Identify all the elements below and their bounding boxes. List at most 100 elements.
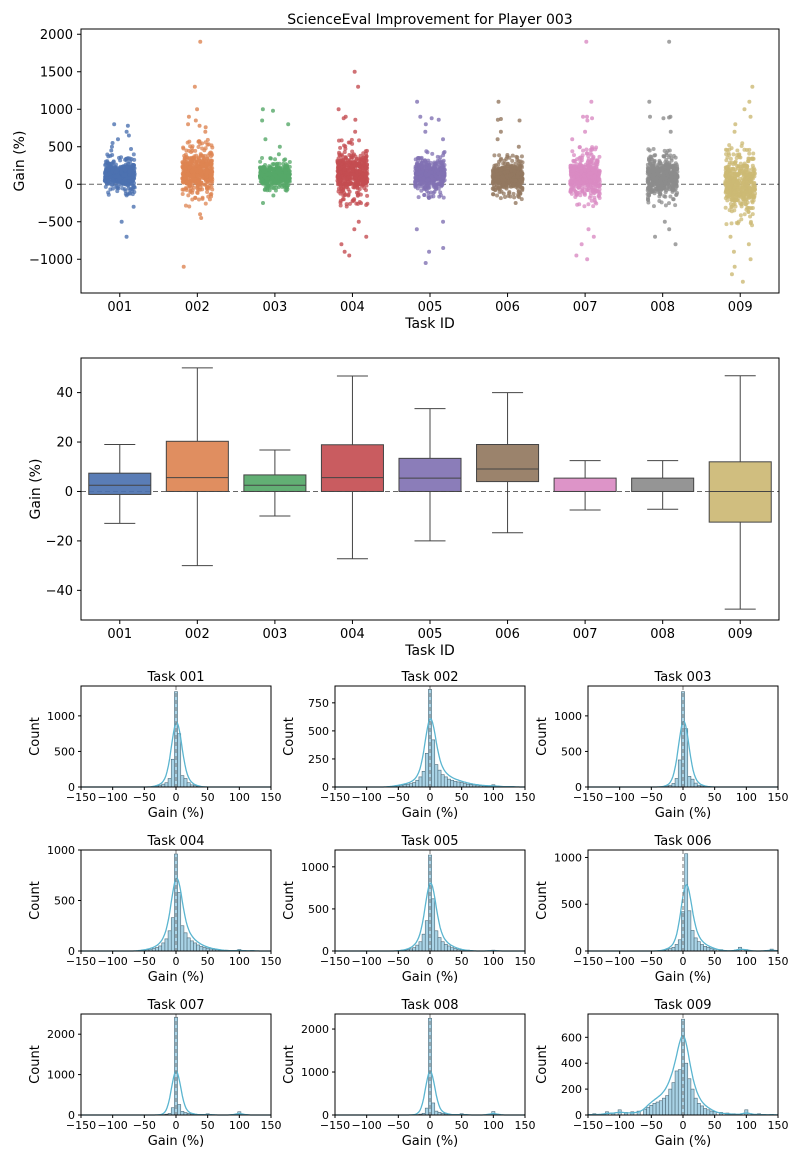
x-tick-label-007: 007	[573, 627, 598, 642]
strip-point	[362, 172, 367, 177]
strip-outlier-point	[414, 227, 419, 232]
strip-point	[734, 220, 739, 225]
strip-outlier-point	[192, 84, 197, 89]
histogram-bar	[186, 782, 191, 788]
strip-series-007	[568, 39, 602, 262]
strip-point	[593, 169, 598, 174]
strip-point	[726, 184, 731, 189]
strip-point	[517, 195, 522, 200]
strip-point	[338, 198, 343, 203]
x-tick-label-006: 006	[495, 627, 520, 642]
strip-outlier-point	[203, 129, 208, 134]
histogram-bar	[684, 853, 689, 952]
histogram-bar	[415, 779, 420, 788]
strip-point	[671, 167, 676, 172]
histogram-bar	[421, 933, 426, 952]
strip-outlier-point	[124, 129, 129, 134]
strip-point	[364, 154, 369, 159]
histogram-bar	[434, 764, 439, 788]
x-tick-label-004: 004	[340, 627, 365, 642]
strip-point	[742, 212, 747, 217]
strip-point	[747, 151, 752, 156]
strip-outlier-point	[125, 123, 130, 128]
strip-point	[423, 158, 428, 163]
strip-point	[205, 186, 210, 191]
strip-point	[413, 184, 418, 189]
strip-point	[200, 159, 205, 164]
strip-point	[184, 148, 189, 153]
strip-outlier-point	[353, 117, 358, 122]
strip-point	[344, 204, 349, 209]
strip-point	[344, 177, 349, 182]
strip-point	[346, 140, 351, 145]
strip-point	[198, 181, 203, 186]
histogram-bar	[180, 925, 185, 952]
strip-point	[358, 153, 363, 158]
strip-point	[102, 178, 107, 183]
strip-point	[732, 186, 737, 191]
strip-point	[491, 192, 496, 197]
strip-point	[503, 194, 508, 199]
strip-point	[577, 145, 582, 150]
strip-outlier-point	[181, 264, 186, 269]
strip-point	[338, 166, 343, 171]
strip-point	[349, 137, 354, 142]
strip-outlier-point	[667, 115, 672, 120]
y-axis-label: Gain (%)	[28, 459, 44, 520]
strip-point	[745, 179, 750, 184]
strip-point	[132, 189, 137, 194]
x-axis-label: Gain (%)	[148, 806, 205, 821]
strip-point	[210, 187, 215, 192]
histogram-bar	[453, 781, 458, 788]
strip-point	[107, 171, 112, 176]
histogram-bar	[180, 1111, 185, 1116]
strip-point	[572, 153, 577, 158]
y-tick-label: 500	[561, 898, 582, 911]
strip-point	[594, 165, 599, 170]
strip-point	[347, 201, 352, 206]
iqr-box	[165, 440, 229, 492]
strip-point	[364, 148, 369, 153]
strip-point	[349, 164, 354, 169]
histogram-bar	[155, 947, 159, 952]
strip-point	[193, 195, 198, 200]
strip-point	[435, 154, 440, 159]
strip-point	[264, 185, 269, 190]
strip-outlier-point	[260, 118, 265, 123]
strip-point	[725, 148, 730, 153]
strip-outlier-point	[732, 264, 737, 269]
strip-point	[498, 196, 503, 201]
strip-point	[122, 187, 127, 192]
strip-point	[510, 158, 515, 163]
strip-point	[661, 154, 666, 159]
strip-point	[198, 168, 203, 173]
strip-point	[591, 204, 596, 209]
strip-point	[111, 159, 116, 164]
x-tick-label: 0	[427, 791, 434, 804]
y-tick-label: 1000	[554, 851, 582, 864]
strip-point	[197, 159, 202, 164]
strip-point	[355, 201, 360, 206]
strip-point	[659, 167, 664, 172]
strip-point	[751, 166, 756, 171]
strip-outlier-point	[590, 116, 595, 121]
strip-point	[281, 165, 286, 170]
strip-point	[736, 198, 741, 203]
y-axis-label: Count	[282, 881, 297, 920]
x-tick-label-003: 003	[262, 627, 287, 642]
strip-point	[182, 158, 187, 163]
x-tick-label: 50	[708, 791, 722, 804]
strip-point	[747, 188, 752, 193]
y-tick-label: −1000	[29, 253, 73, 268]
strip-point	[588, 151, 593, 156]
strip-point	[127, 172, 132, 177]
histogram-bar	[693, 937, 698, 952]
x-tick-label: 50	[201, 791, 215, 804]
histogram-bar	[409, 783, 413, 788]
strip-point	[123, 167, 128, 172]
strip-point	[724, 152, 729, 157]
histogram-bar	[164, 938, 169, 952]
strip-point	[199, 171, 204, 176]
strip-point	[203, 201, 208, 206]
histogram-bar	[696, 941, 701, 952]
